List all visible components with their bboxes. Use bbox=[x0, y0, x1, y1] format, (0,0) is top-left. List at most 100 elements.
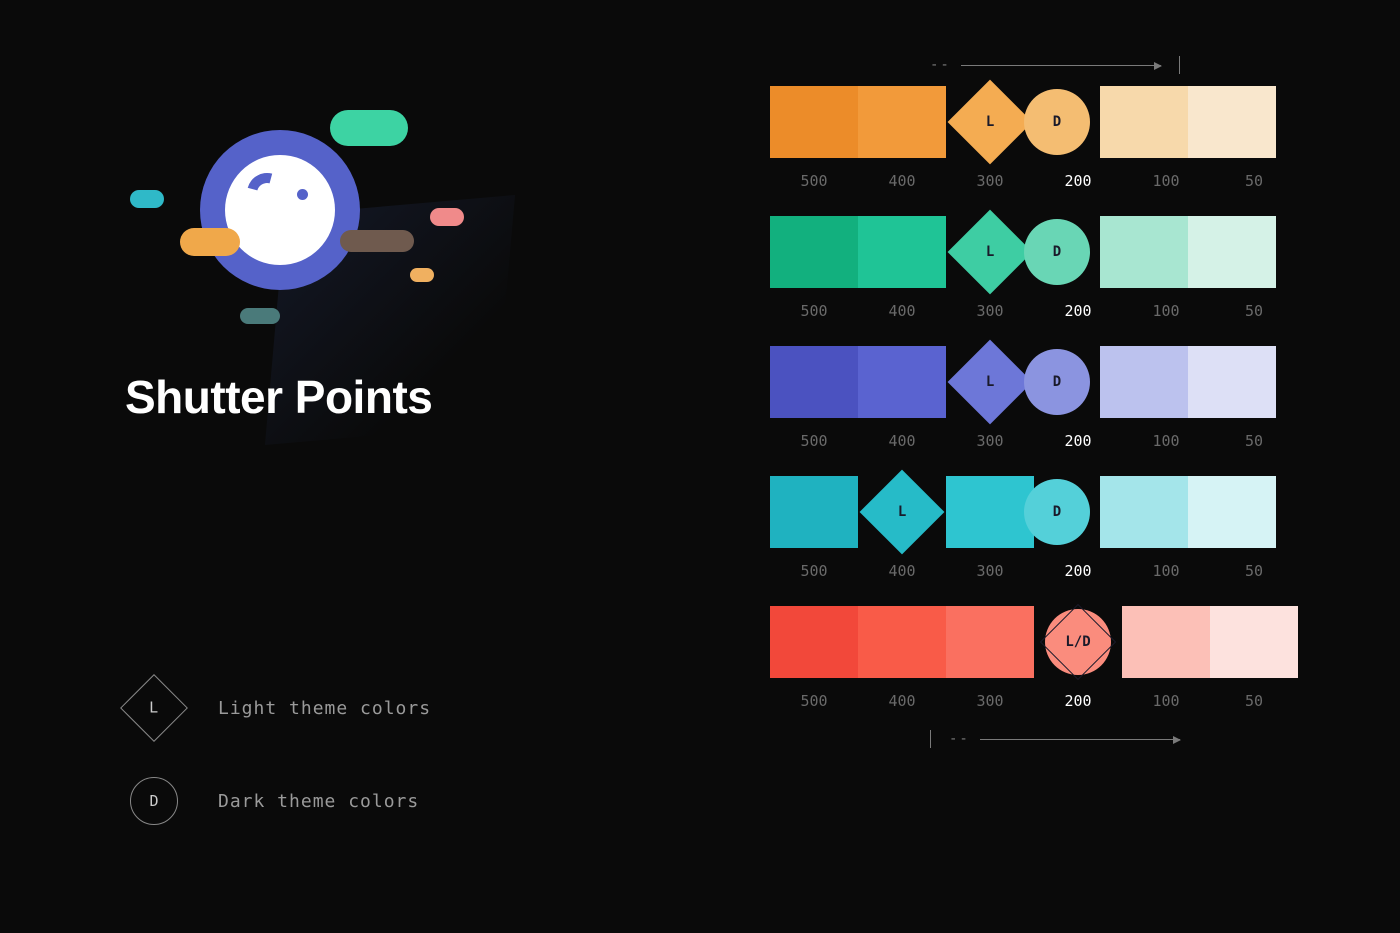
scale-label: 100 bbox=[1122, 562, 1210, 580]
arrow-tick-icon bbox=[930, 730, 931, 748]
arrow-bottom: -- bbox=[930, 724, 1350, 754]
scale-label: 500 bbox=[770, 172, 858, 190]
logo-blob bbox=[180, 228, 240, 256]
swatch-marker: L bbox=[898, 504, 906, 520]
scale-label: 300 bbox=[946, 692, 1034, 710]
swatch bbox=[1210, 606, 1298, 678]
logo-glint-arc bbox=[240, 166, 295, 221]
swatch bbox=[1100, 346, 1188, 418]
legend-light-marker: L bbox=[149, 699, 158, 717]
scale-label: 500 bbox=[770, 302, 858, 320]
legend-dark-label: Dark theme colors bbox=[218, 791, 419, 812]
swatch bbox=[1188, 216, 1276, 288]
swatch-row: LD bbox=[770, 476, 1350, 548]
swatch bbox=[770, 476, 858, 548]
swatch bbox=[946, 476, 1034, 548]
brand-logo bbox=[110, 80, 450, 340]
scale-label: 300 bbox=[946, 432, 1034, 450]
swatch: D bbox=[1024, 219, 1090, 285]
legend: L Light theme colors D Dark theme colors bbox=[130, 684, 630, 825]
scale-label: 400 bbox=[858, 302, 946, 320]
logo-blob bbox=[330, 110, 408, 146]
swatch-marker: D bbox=[1053, 114, 1061, 130]
legend-light-label: Light theme colors bbox=[218, 698, 431, 719]
swatch bbox=[1188, 86, 1276, 158]
scale-label: 400 bbox=[858, 432, 946, 450]
diamond-icon: L bbox=[120, 674, 188, 742]
palette-panel: -- LD50040030020010050LD5004003002001005… bbox=[770, 50, 1350, 760]
scale-labels: 50040030020010050 bbox=[770, 562, 1350, 580]
logo-blob bbox=[240, 308, 280, 324]
swatch bbox=[946, 606, 1034, 678]
swatch bbox=[858, 606, 946, 678]
swatch: L bbox=[860, 470, 945, 555]
logo-inner-circle bbox=[225, 155, 335, 265]
swatch-marker: L/D bbox=[1065, 634, 1090, 650]
swatch: D bbox=[1024, 479, 1090, 545]
swatch-row: LD bbox=[770, 346, 1350, 418]
scale-label: 500 bbox=[770, 432, 858, 450]
arrow-dashes: -- bbox=[949, 731, 970, 747]
scale-label: 300 bbox=[946, 172, 1034, 190]
scale-labels: 50040030020010050 bbox=[770, 302, 1350, 320]
swatch-marker: L bbox=[986, 114, 994, 130]
swatch bbox=[1188, 476, 1276, 548]
scale-label: 400 bbox=[858, 692, 946, 710]
legend-dark-marker: D bbox=[149, 792, 158, 810]
arrow-tick-icon bbox=[1179, 56, 1180, 74]
logo-outer-circle bbox=[200, 130, 360, 290]
scale-label: 100 bbox=[1122, 302, 1210, 320]
logo-glint-dot bbox=[297, 189, 308, 200]
swatch-marker: D bbox=[1053, 244, 1061, 260]
swatch: D bbox=[1024, 349, 1090, 415]
swatch-row: LD bbox=[770, 216, 1350, 288]
palette-indigo: LD50040030020010050 bbox=[770, 346, 1350, 450]
arrow-dashes: -- bbox=[930, 57, 951, 73]
legend-light-row: L Light theme colors bbox=[130, 684, 630, 732]
swatch bbox=[1188, 346, 1276, 418]
swatch: L bbox=[948, 340, 1033, 425]
swatch bbox=[858, 216, 946, 288]
left-panel: Shutter Points L Light theme colors D Da… bbox=[110, 80, 630, 870]
scale-label: 100 bbox=[1122, 432, 1210, 450]
logo-blob bbox=[340, 230, 414, 252]
palette-teal: LD50040030020010050 bbox=[770, 476, 1350, 580]
scale-label: 200 bbox=[1034, 562, 1122, 580]
arrow-line-icon bbox=[961, 65, 1161, 66]
swatch: L bbox=[948, 80, 1033, 165]
scale-label: 50 bbox=[1210, 432, 1298, 450]
palette-green: LD50040030020010050 bbox=[770, 216, 1350, 320]
swatch bbox=[770, 86, 858, 158]
swatch bbox=[858, 86, 946, 158]
swatch-marker: L bbox=[986, 374, 994, 390]
scale-label: 400 bbox=[858, 172, 946, 190]
swatch bbox=[770, 216, 858, 288]
scale-label: 500 bbox=[770, 692, 858, 710]
swatch-marker: L bbox=[986, 244, 994, 260]
scale-label: 200 bbox=[1034, 172, 1122, 190]
swatch bbox=[1100, 216, 1188, 288]
logo-blob bbox=[410, 268, 434, 282]
scale-labels: 50040030020010050 bbox=[770, 432, 1350, 450]
arrow-top: -- bbox=[930, 50, 1350, 80]
swatch bbox=[1100, 476, 1188, 548]
scale-label: 100 bbox=[1122, 172, 1210, 190]
swatch bbox=[1122, 606, 1210, 678]
scale-label: 300 bbox=[946, 302, 1034, 320]
scale-labels: 50040030020010050 bbox=[770, 692, 1350, 710]
swatch: L/D bbox=[1045, 609, 1111, 675]
arrow-line-icon bbox=[980, 739, 1180, 740]
swatch: D bbox=[1024, 89, 1090, 155]
swatch bbox=[1100, 86, 1188, 158]
palette-orange: LD50040030020010050 bbox=[770, 86, 1350, 190]
scale-label: 50 bbox=[1210, 562, 1298, 580]
scale-label: 50 bbox=[1210, 302, 1298, 320]
logo-blob bbox=[430, 208, 464, 226]
swatch-row: LD bbox=[770, 86, 1350, 158]
scale-label: 300 bbox=[946, 562, 1034, 580]
logo-blob bbox=[130, 190, 164, 208]
swatch bbox=[770, 606, 858, 678]
scale-label: 400 bbox=[858, 562, 946, 580]
scale-label: 200 bbox=[1034, 302, 1122, 320]
swatch-marker: D bbox=[1053, 504, 1061, 520]
